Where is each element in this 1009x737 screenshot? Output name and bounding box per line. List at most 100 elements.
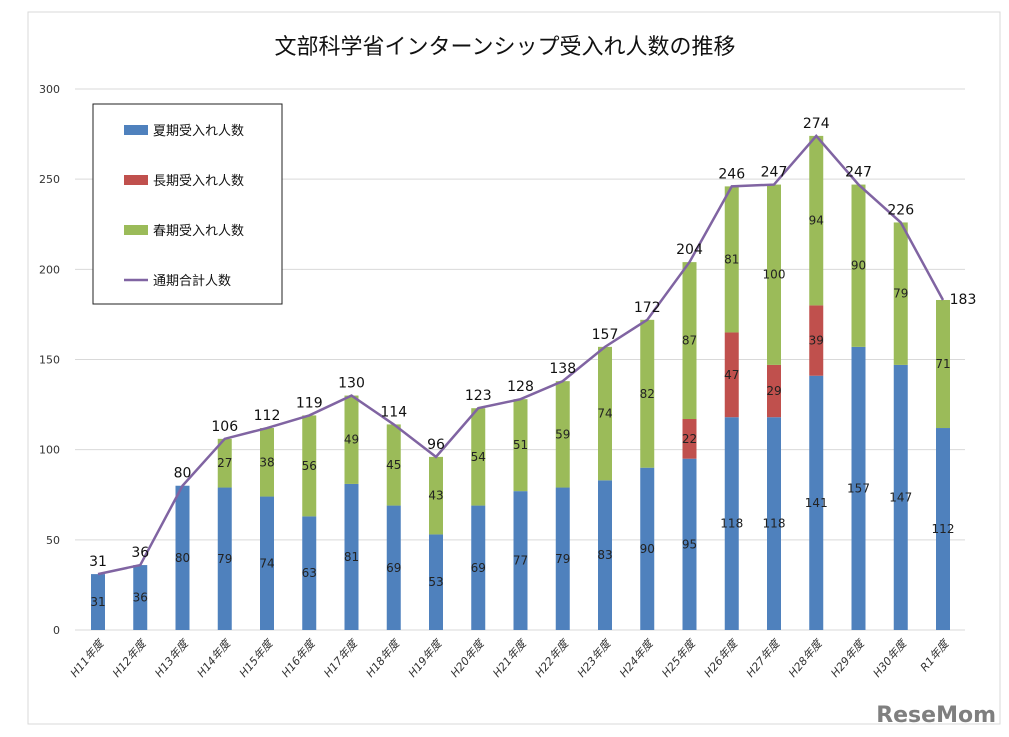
- data-label: 71: [935, 357, 950, 371]
- bar-spring: [555, 381, 570, 488]
- y-tick-label: 50: [46, 534, 60, 547]
- total-label: 247: [761, 165, 788, 181]
- data-label: 100: [763, 268, 786, 282]
- data-label: 81: [724, 252, 739, 266]
- data-label: 147: [889, 490, 912, 504]
- bar-long: [682, 419, 697, 459]
- bar-summer: [936, 428, 950, 630]
- total-label: 123: [465, 388, 492, 404]
- data-label: 74: [259, 556, 274, 570]
- data-label: 79: [893, 287, 908, 301]
- legend-label: 長期受入れ人数: [153, 174, 244, 189]
- bar-summer: [893, 364, 908, 630]
- bar-summer: [471, 505, 486, 630]
- data-label: 87: [682, 334, 697, 348]
- data-label: 90: [851, 259, 866, 273]
- bar-spring: [724, 186, 739, 333]
- bar-long: [809, 305, 824, 376]
- total-label: 226: [887, 202, 914, 218]
- bar-spring: [344, 395, 359, 484]
- bar-spring: [429, 456, 443, 535]
- total-label: 274: [803, 116, 830, 132]
- bar-spring: [513, 399, 528, 492]
- data-label: 22: [682, 432, 697, 446]
- total-label: 80: [174, 466, 192, 482]
- total-label: 247: [845, 165, 872, 181]
- bar-spring: [598, 346, 612, 481]
- data-label: 43: [428, 489, 443, 503]
- bar-summer: [429, 534, 443, 630]
- data-label: 94: [809, 214, 824, 228]
- bar-spring: [302, 415, 317, 517]
- bar-spring: [471, 408, 486, 506]
- bar-spring: [682, 262, 697, 420]
- bar-summer: [682, 458, 697, 630]
- data-label: 69: [471, 561, 486, 575]
- bar-summer: [175, 485, 190, 630]
- data-label: 69: [386, 561, 401, 575]
- bar-summer: [386, 505, 401, 630]
- bar-spring: [217, 438, 232, 488]
- bar-summer: [91, 574, 105, 630]
- total-line: [97, 133, 945, 576]
- total-label: 246: [718, 166, 745, 182]
- bar-spring: [893, 222, 908, 365]
- data-label: 39: [809, 334, 824, 348]
- bar-spring: [809, 135, 824, 306]
- chart-title: 文部科学省インターンシップ受入れ人数の推移: [275, 35, 736, 60]
- legend-swatch: [124, 225, 148, 235]
- bar-spring: [640, 319, 655, 468]
- bar-summer: [640, 467, 655, 630]
- legend-swatch: [124, 125, 148, 135]
- bar-summer: [598, 480, 612, 630]
- bar-summer: [260, 496, 274, 630]
- total-label: 112: [254, 408, 281, 424]
- total-label: 138: [549, 361, 576, 377]
- total-label: 128: [507, 379, 534, 395]
- data-label: 29: [766, 384, 781, 398]
- total-label: 204: [676, 242, 703, 258]
- data-label: 56: [302, 459, 317, 473]
- total-label: 36: [131, 545, 149, 561]
- data-label: 51: [513, 438, 528, 452]
- bar-summer: [851, 346, 866, 630]
- bar-summer: [133, 565, 148, 630]
- data-label: 118: [763, 517, 786, 531]
- data-label: 79: [555, 552, 570, 566]
- total-label: 172: [634, 300, 661, 316]
- bar-long: [767, 364, 781, 418]
- data-label: 63: [302, 566, 317, 580]
- bar-summer: [767, 417, 781, 630]
- data-label: 38: [259, 455, 274, 469]
- data-label: 112: [932, 522, 955, 536]
- bar-spring: [767, 184, 781, 365]
- data-label: 53: [428, 575, 443, 589]
- bar-spring: [386, 424, 401, 506]
- data-label: 77: [513, 554, 528, 568]
- bar-summer: [555, 487, 570, 630]
- bar-summer: [513, 491, 528, 630]
- data-label: 59: [555, 427, 570, 441]
- data-label: 82: [640, 387, 655, 401]
- bar-summer: [217, 487, 232, 630]
- data-label: 27: [217, 456, 232, 470]
- bar-spring: [936, 299, 950, 429]
- data-label: 80: [175, 551, 190, 565]
- data-label: 95: [682, 537, 697, 551]
- data-label: 31: [90, 595, 105, 609]
- total-label: 183: [950, 292, 977, 308]
- total-label: 106: [211, 419, 238, 435]
- bar-spring: [851, 184, 866, 347]
- bar-summer: [302, 516, 317, 630]
- data-label: 45: [386, 458, 401, 472]
- y-tick-label: 250: [39, 173, 60, 186]
- total-label: 130: [338, 376, 365, 392]
- legend-swatch: [124, 175, 148, 185]
- legend-label: 夏期受入れ人数: [153, 124, 244, 139]
- data-label: 79: [217, 552, 232, 566]
- data-label: 141: [805, 496, 828, 510]
- data-label: 36: [133, 591, 148, 605]
- data-label: 90: [640, 542, 655, 556]
